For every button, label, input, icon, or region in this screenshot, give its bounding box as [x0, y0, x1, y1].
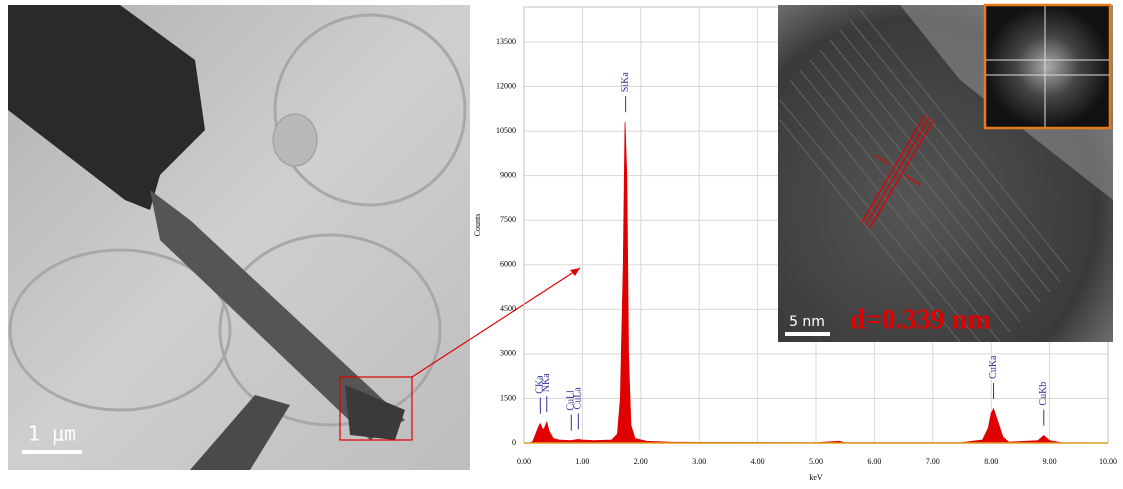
tem-image: 1 μm [8, 5, 581, 470]
peak-label: SiKa [620, 72, 631, 93]
y-tick-label: 4500 [500, 304, 516, 313]
peak-label: NKa [541, 373, 552, 392]
y-tick-label: 3000 [500, 349, 516, 358]
x-tick-label: 1.00 [575, 457, 589, 466]
spectrum-area [524, 122, 1109, 444]
x-tick-label: 3.00 [692, 457, 706, 466]
x-tick-label: 2.00 [634, 457, 648, 466]
scale-label: 1 μm [28, 422, 76, 446]
x-tick-label: 4.00 [751, 457, 765, 466]
x-tick-label: 8.00 [984, 457, 998, 466]
y-tick-label: 7500 [500, 215, 516, 224]
x-tick-label: 0.00 [517, 457, 531, 466]
x-axis-label: keV [809, 473, 823, 482]
scale-label: 5 nm [789, 314, 825, 330]
x-tick-label: 9.00 [1043, 457, 1057, 466]
x-tick-label: 6.00 [867, 457, 881, 466]
y-tick-label: 0 [512, 438, 516, 447]
hrtem-image: 5 nm d=0.339 nm [778, 3, 1113, 343]
d-spacing-label: d=0.339 nm [850, 304, 990, 335]
y-tick-label: 12000 [496, 81, 516, 90]
peak-label: CuKa [988, 355, 999, 379]
peak-label: CuLa [573, 387, 584, 410]
peak-label: CuLl [566, 390, 577, 411]
y-axis-label: Counts [473, 214, 482, 237]
peak-label: CKa [535, 375, 546, 394]
x-tick-label: 10.00 [1099, 457, 1117, 466]
y-tick-label: 9000 [500, 170, 516, 179]
y-tick-label: 13500 [496, 37, 516, 46]
x-tick-label: 7.00 [926, 457, 940, 466]
x-tick-label: 5.00 [809, 457, 823, 466]
y-tick-label: 10500 [496, 126, 516, 135]
y-tick-label: 1500 [500, 393, 516, 402]
y-tick-label: 6000 [500, 260, 516, 269]
peak-label: CuKb [1038, 382, 1049, 406]
